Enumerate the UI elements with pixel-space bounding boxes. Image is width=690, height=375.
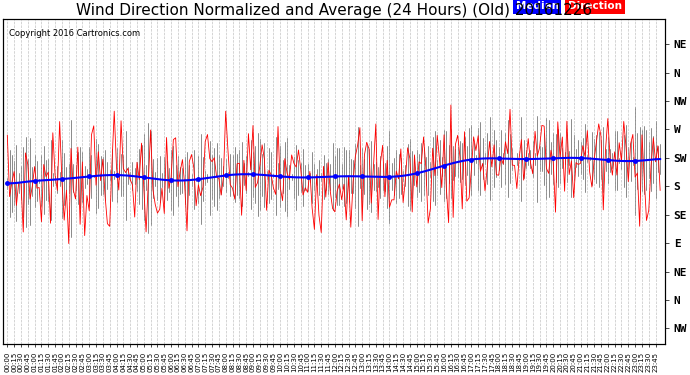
Title: Wind Direction Normalized and Average (24 Hours) (Old) 20161226: Wind Direction Normalized and Average (2… [76, 3, 592, 18]
Text: Direction: Direction [568, 1, 622, 11]
Text: Copyright 2016 Cartronics.com: Copyright 2016 Cartronics.com [10, 29, 141, 38]
Text: Median: Median [515, 1, 559, 11]
